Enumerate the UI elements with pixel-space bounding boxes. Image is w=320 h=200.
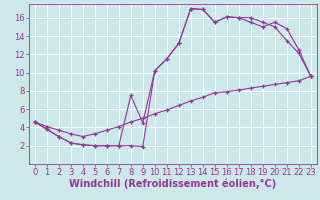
- X-axis label: Windchill (Refroidissement éolien,°C): Windchill (Refroidissement éolien,°C): [69, 179, 276, 189]
